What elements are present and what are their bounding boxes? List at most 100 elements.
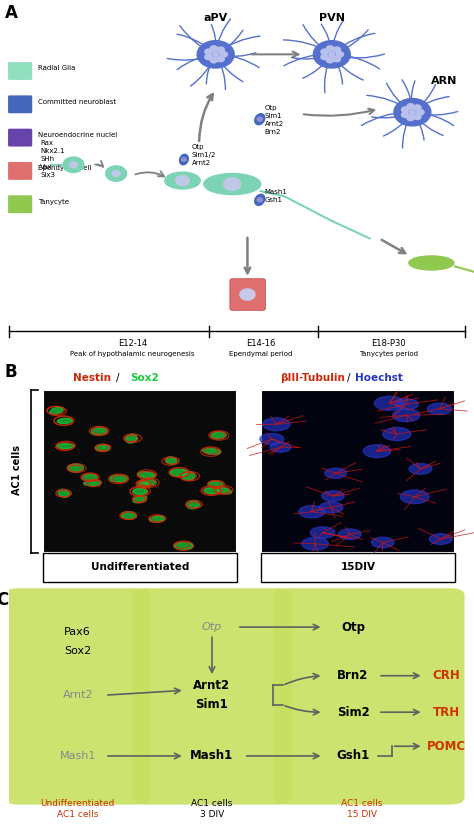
Bar — [261, 390, 455, 553]
Circle shape — [313, 40, 350, 68]
FancyBboxPatch shape — [230, 279, 265, 310]
Text: A: A — [5, 3, 18, 21]
FancyBboxPatch shape — [273, 588, 465, 804]
Ellipse shape — [165, 172, 200, 189]
Text: POMC: POMC — [427, 740, 466, 752]
Bar — [43, 368, 237, 390]
Circle shape — [374, 396, 404, 410]
Text: Rax
Nkx2.1
SHh
Vax
Six3: Rax Nkx2.1 SHh Vax Six3 — [40, 140, 65, 178]
Circle shape — [217, 47, 224, 53]
Circle shape — [322, 491, 344, 502]
Circle shape — [429, 534, 452, 544]
Ellipse shape — [50, 407, 63, 414]
Circle shape — [240, 289, 255, 300]
Circle shape — [205, 49, 212, 54]
Circle shape — [394, 98, 431, 126]
Circle shape — [326, 46, 334, 51]
Circle shape — [383, 427, 411, 441]
Text: Tanycyte: Tanycyte — [38, 199, 69, 205]
Ellipse shape — [121, 512, 137, 519]
Text: 15 DIV: 15 DIV — [347, 810, 377, 819]
Text: Arnt2: Arnt2 — [63, 691, 93, 700]
Ellipse shape — [149, 516, 165, 522]
Text: Otp
Sim1/2
Arnt2: Otp Sim1/2 Arnt2 — [192, 144, 216, 166]
Text: Committed neuroblast: Committed neuroblast — [38, 99, 116, 105]
Ellipse shape — [202, 448, 221, 455]
FancyBboxPatch shape — [8, 96, 32, 113]
Circle shape — [338, 529, 361, 540]
Ellipse shape — [204, 173, 261, 195]
Text: /: / — [116, 373, 119, 383]
Circle shape — [106, 166, 127, 182]
Text: B: B — [5, 363, 18, 381]
Text: Neuroendocrine nuclei: Neuroendocrine nuclei — [38, 132, 117, 138]
Ellipse shape — [255, 114, 265, 125]
Text: ARN: ARN — [431, 76, 458, 86]
Circle shape — [401, 107, 409, 112]
Ellipse shape — [183, 472, 195, 480]
Text: Brn2: Brn2 — [337, 669, 369, 682]
Text: Pax6: Pax6 — [64, 627, 91, 637]
Circle shape — [217, 56, 224, 62]
Circle shape — [417, 110, 424, 115]
Ellipse shape — [409, 256, 454, 270]
Text: Sox2: Sox2 — [64, 647, 91, 657]
Circle shape — [210, 58, 218, 63]
Ellipse shape — [82, 474, 97, 481]
Circle shape — [407, 116, 414, 120]
FancyBboxPatch shape — [132, 588, 292, 804]
Text: Arnt2: Arnt2 — [193, 679, 230, 692]
Circle shape — [299, 506, 325, 518]
Text: Mash1: Mash1 — [60, 751, 96, 761]
Text: E12-14: E12-14 — [118, 339, 147, 348]
FancyBboxPatch shape — [8, 62, 32, 80]
Circle shape — [414, 105, 421, 111]
Circle shape — [392, 409, 420, 422]
Circle shape — [310, 527, 335, 539]
Text: Sox2: Sox2 — [130, 373, 159, 383]
Circle shape — [326, 58, 334, 63]
Text: Nestin: Nestin — [73, 373, 111, 383]
Ellipse shape — [133, 488, 147, 494]
Circle shape — [197, 40, 234, 68]
Text: Undifferentiated: Undifferentiated — [91, 562, 189, 573]
Circle shape — [321, 54, 328, 59]
Text: C: C — [0, 591, 8, 609]
Circle shape — [407, 104, 414, 109]
Ellipse shape — [208, 481, 223, 488]
Text: Gsh1: Gsh1 — [337, 749, 370, 762]
Ellipse shape — [216, 487, 231, 494]
Circle shape — [325, 468, 346, 478]
Text: 15DIV: 15DIV — [340, 562, 375, 573]
Circle shape — [63, 157, 84, 172]
Text: Tanycytes period: Tanycytes period — [359, 351, 418, 356]
Circle shape — [224, 177, 241, 191]
Circle shape — [70, 162, 77, 167]
FancyBboxPatch shape — [8, 129, 32, 147]
Text: 3 DIV: 3 DIV — [200, 810, 224, 819]
Circle shape — [336, 52, 344, 57]
Text: AC1 cells: AC1 cells — [191, 799, 233, 808]
Circle shape — [220, 52, 228, 57]
Text: Peak of hypothalamic neurogenesis: Peak of hypothalamic neurogenesis — [71, 351, 195, 356]
Text: Ependymal period: Ependymal period — [229, 351, 292, 356]
Ellipse shape — [95, 445, 110, 451]
Text: E14-16: E14-16 — [246, 339, 275, 348]
Ellipse shape — [58, 489, 69, 497]
Ellipse shape — [133, 496, 146, 502]
Text: AC1 cells: AC1 cells — [11, 446, 22, 495]
Text: Otp
Sim1
Arnt2
Brn2: Otp Sim1 Arnt2 Brn2 — [264, 105, 283, 135]
Circle shape — [260, 433, 284, 445]
Ellipse shape — [140, 478, 156, 486]
Circle shape — [302, 538, 328, 550]
Circle shape — [257, 117, 263, 121]
Ellipse shape — [170, 469, 188, 476]
Text: Ependymal cell: Ependymal cell — [38, 165, 91, 172]
Circle shape — [321, 49, 328, 54]
Text: E18-P30: E18-P30 — [371, 339, 406, 348]
Text: CRH: CRH — [432, 669, 460, 682]
Text: Undifferentiated: Undifferentiated — [41, 799, 115, 808]
Ellipse shape — [255, 195, 265, 205]
Text: βIII-Tubulin: βIII-Tubulin — [281, 373, 345, 383]
FancyBboxPatch shape — [8, 196, 32, 213]
